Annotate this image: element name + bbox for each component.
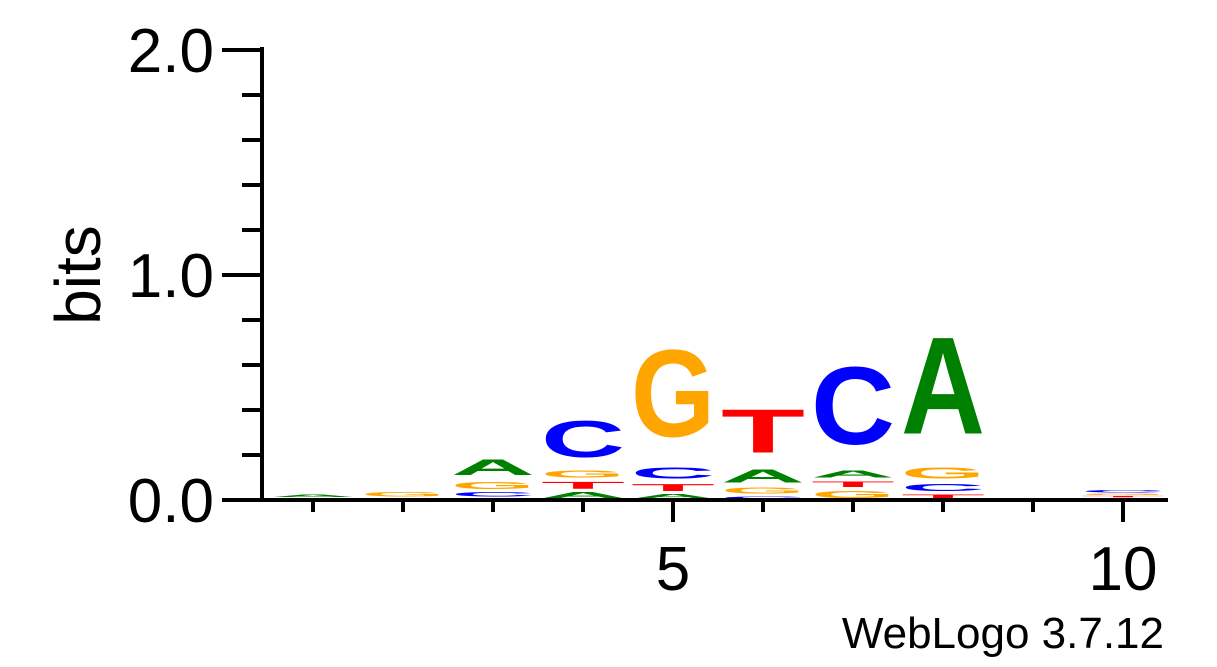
logo-letter-G: G [901, 464, 985, 482]
logo-letter-T: T [631, 482, 715, 493]
logo-letter-T: T [1081, 495, 1165, 497]
logo-letter-A: A [271, 493, 355, 497]
logo-letter-G: G [631, 323, 715, 463]
y-tick-label: 2.0 [128, 17, 214, 86]
logo-letter-T: T [541, 480, 625, 491]
logo-letter-T: T [721, 396, 805, 466]
logo-letter-A: A [721, 466, 805, 486]
letter-stacks: TATGTCGAATGCATCGCGATGTACTCGATATGC [271, 309, 1165, 500]
weblogo-credit: WebLogo 3.7.12 [842, 609, 1164, 658]
logo-letter-C: C [541, 410, 625, 469]
y-axis: 0.0 1.0 2.0 [128, 17, 264, 536]
logo-letter-C: C [451, 491, 535, 498]
x-tick-label: 5 [656, 535, 690, 604]
logo-letter-A: A [901, 309, 985, 464]
logo-letter-A: A [541, 491, 625, 500]
logo-letter-G: G [721, 487, 805, 496]
y-tick-label: 0.0 [128, 467, 214, 536]
x-tick-label: 10 [1089, 535, 1158, 604]
logo-letter-A: A [451, 455, 535, 480]
logo-letter-C: C [1081, 489, 1165, 493]
x-axis: 5 10 [260, 498, 1168, 604]
y-axis-label: bits [42, 225, 114, 325]
logo-letter-G: G [811, 489, 895, 500]
y-tick-label: 1.0 [128, 242, 214, 311]
logo-letter-G: G [451, 480, 535, 491]
logo-letter-G: G [541, 469, 625, 480]
logo-letter-C: C [631, 464, 715, 482]
logo-letter-A: A [631, 493, 715, 500]
logo-letter-G: G [361, 491, 445, 498]
logo-letter-C: C [811, 345, 895, 469]
logo-letter-A: A [811, 469, 895, 480]
logo-letter-C: C [721, 496, 805, 500]
logo-letter-T: T [901, 493, 985, 500]
logo-letter-C: C [901, 482, 985, 493]
logo-letter-T: T [811, 480, 895, 489]
logo-letter-G: G [1081, 493, 1165, 495]
